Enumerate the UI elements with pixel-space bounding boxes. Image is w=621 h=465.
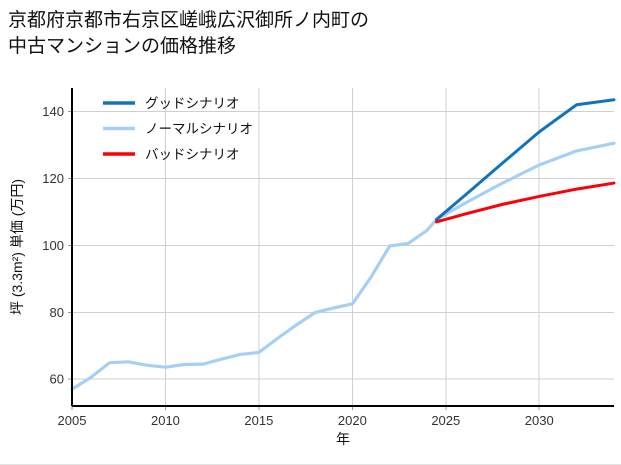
- y-tick-label: 120: [42, 171, 64, 186]
- legend-label: ノーマルシナリオ: [145, 122, 253, 137]
- x-axis-title: 年: [336, 431, 350, 447]
- x-tick-label: 2030: [525, 413, 554, 428]
- y-tick-label: 60: [50, 372, 64, 387]
- data-series-group: [70, 98, 616, 391]
- legend-label: バッドシナリオ: [145, 147, 240, 162]
- axis-spines: [71, 88, 614, 407]
- x-tick-label: 2005: [58, 413, 87, 428]
- y-axis-title: 坪 (3.3m²) 単価 (万円): [9, 179, 25, 315]
- legend-label: グッドシナリオ: [145, 96, 240, 111]
- legend-item[interactable]: ノーマルシナリオ: [103, 122, 253, 137]
- vertical-gridlines: [71, 88, 540, 406]
- y-tick-label: 140: [42, 104, 64, 119]
- x-tick-label: 2015: [244, 413, 273, 428]
- series-line-good: [434, 98, 616, 222]
- y-tick-label: 80: [50, 305, 64, 320]
- legend-item[interactable]: グッドシナリオ: [103, 96, 240, 111]
- x-tick-label: 2010: [151, 413, 180, 428]
- x-tick-label: 2020: [338, 413, 367, 428]
- chart-title: 京都府京都市右京区嵯峨広沢御所ノ内町の 中古マンションの価格推移: [8, 10, 370, 57]
- x-tick-label: 2025: [431, 413, 460, 428]
- series-line-normal: [70, 141, 616, 391]
- x-axis-tick-labels: 2005 2010 2015 2020 2025 2030: [58, 413, 554, 428]
- y-tick-label: 100: [42, 238, 64, 253]
- y-axis-tick-labels: 60 80 100 120 140: [42, 104, 64, 387]
- legend-item[interactable]: バッドシナリオ: [103, 147, 240, 162]
- horizontal-gridlines: [72, 110, 614, 380]
- series-line-bad: [434, 181, 616, 224]
